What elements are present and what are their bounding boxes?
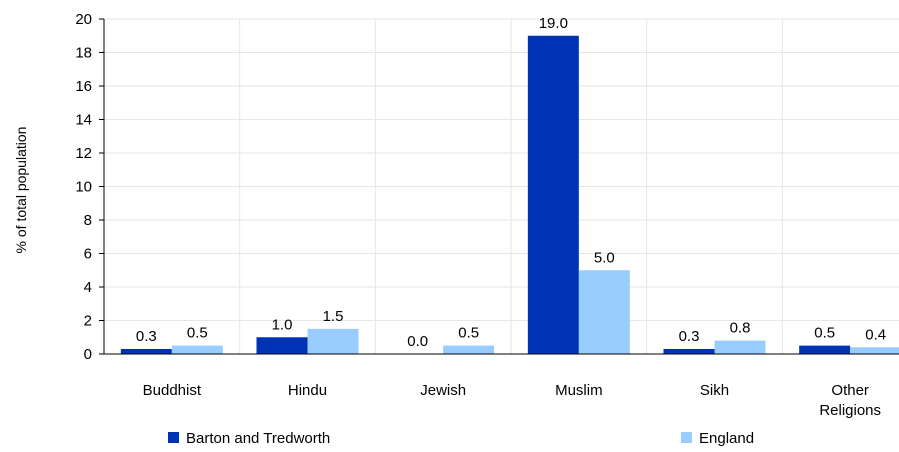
y-tick-label: 12 bbox=[75, 145, 92, 162]
y-tick-label: 10 bbox=[75, 179, 92, 196]
data-label: 0.5 bbox=[458, 325, 479, 342]
data-label: 0.3 bbox=[679, 328, 700, 345]
legend-label: Barton and Tredworth bbox=[186, 430, 330, 447]
category-label: Buddhist bbox=[143, 382, 202, 399]
y-tick-label: 16 bbox=[75, 78, 92, 95]
data-label: 0.5 bbox=[814, 325, 835, 342]
data-label: 0.3 bbox=[136, 328, 157, 345]
data-label: 0.8 bbox=[730, 320, 751, 337]
y-tick-label: 0 bbox=[84, 346, 92, 363]
data-label: 1.5 bbox=[323, 308, 344, 325]
bar-local bbox=[663, 348, 715, 354]
data-label: 0.0 bbox=[407, 333, 428, 350]
data-label: 1.0 bbox=[272, 316, 293, 333]
bar-england bbox=[578, 270, 630, 354]
data-label: 0.4 bbox=[865, 326, 886, 343]
legend: Barton and Tredworth England bbox=[168, 430, 754, 447]
bar-local bbox=[799, 345, 851, 354]
legend-swatch bbox=[168, 432, 179, 443]
category-label: Other bbox=[831, 382, 869, 399]
y-axis-ticks: 0 2 4 6 8 10 12 14 16 18 20 bbox=[75, 11, 104, 363]
category-label: Jewish bbox=[420, 382, 466, 399]
y-tick-label: 14 bbox=[75, 112, 92, 129]
data-label: 5.0 bbox=[594, 249, 615, 266]
y-tick-label: 4 bbox=[84, 279, 92, 296]
data-labels: 0.3 0.5 1.0 1.5 0.0 0.5 19.0 5.0 0.3 0.8 0.5 0.4 bbox=[136, 15, 886, 350]
bar-england bbox=[171, 345, 223, 354]
y-axis-label: % of total population bbox=[13, 127, 29, 254]
bar-local bbox=[120, 348, 172, 354]
data-label: 0.5 bbox=[187, 325, 208, 342]
category-label: Muslim bbox=[555, 382, 603, 399]
category-label: Religions bbox=[819, 402, 881, 419]
bars bbox=[120, 35, 899, 354]
gridlines bbox=[104, 18, 899, 354]
legend-label: England bbox=[699, 430, 754, 447]
y-tick-label: 6 bbox=[84, 246, 92, 263]
legend-swatch bbox=[681, 432, 692, 443]
bar-local bbox=[527, 35, 579, 354]
y-tick-label: 8 bbox=[84, 212, 92, 229]
bar-england bbox=[307, 328, 359, 354]
x-axis-categories: Buddhist Hindu Jewish Muslim Sikh Other Religi… bbox=[143, 382, 881, 419]
data-label: 19.0 bbox=[539, 15, 568, 32]
y-tick-label: 2 bbox=[84, 313, 92, 330]
bar-england bbox=[714, 340, 766, 354]
category-label: Hindu bbox=[288, 382, 327, 399]
bar-england bbox=[443, 345, 495, 354]
y-tick-label: 20 bbox=[75, 11, 92, 28]
bar-england bbox=[850, 347, 899, 354]
y-tick-label: 18 bbox=[75, 45, 92, 62]
bar-local bbox=[256, 337, 308, 354]
category-label: Sikh bbox=[700, 382, 729, 399]
